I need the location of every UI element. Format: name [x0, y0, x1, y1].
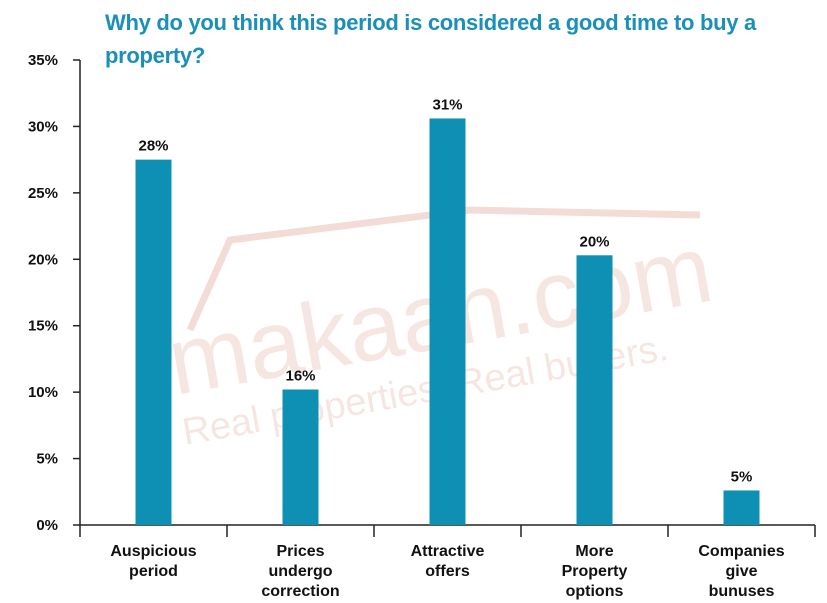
data-label: 31% — [432, 96, 462, 113]
data-label: 28% — [138, 138, 168, 155]
y-tick-label: 30% — [28, 118, 58, 135]
x-category-label: Attractive — [411, 543, 485, 560]
y-tick-label: 10% — [28, 384, 58, 401]
y-tick-label: 15% — [28, 318, 58, 335]
y-tick-label: 0% — [36, 517, 58, 534]
x-category-label: options — [566, 583, 624, 600]
x-category-label: period — [129, 563, 178, 580]
watermark-roof-icon — [186, 206, 701, 332]
chart-title: Why do you think this period is consider… — [105, 10, 756, 68]
x-category-label: Property — [562, 563, 628, 580]
data-label: 5% — [731, 468, 753, 485]
bar — [135, 159, 172, 525]
y-tick-label: 35% — [28, 52, 58, 69]
x-category-label: More — [575, 543, 613, 560]
bar — [429, 118, 466, 525]
bar — [576, 255, 613, 526]
y-tick-label: 5% — [36, 451, 58, 468]
x-category-label: give — [725, 563, 757, 580]
data-label: 20% — [579, 233, 609, 250]
axes: 0% 5% 10% 15% 20% 25% 30% 35% — [28, 52, 816, 537]
x-category-label: undergo — [269, 563, 333, 580]
labels: 28% Auspicious period 16% Prices undergo corre… — [110, 96, 784, 600]
x-category-label: bunuses — [709, 583, 775, 600]
y-tick-label: 20% — [28, 251, 58, 268]
data-label: 16% — [285, 367, 315, 384]
x-category-label: Auspicious — [110, 543, 196, 560]
y-tick-label: 25% — [28, 185, 58, 202]
bars — [135, 118, 760, 526]
x-category-label: Companies — [698, 543, 784, 560]
x-category-label: correction — [261, 583, 339, 600]
bar — [723, 490, 760, 525]
x-category-label: Prices — [276, 543, 324, 560]
x-category-label: offers — [425, 563, 470, 580]
bar — [282, 389, 319, 525]
